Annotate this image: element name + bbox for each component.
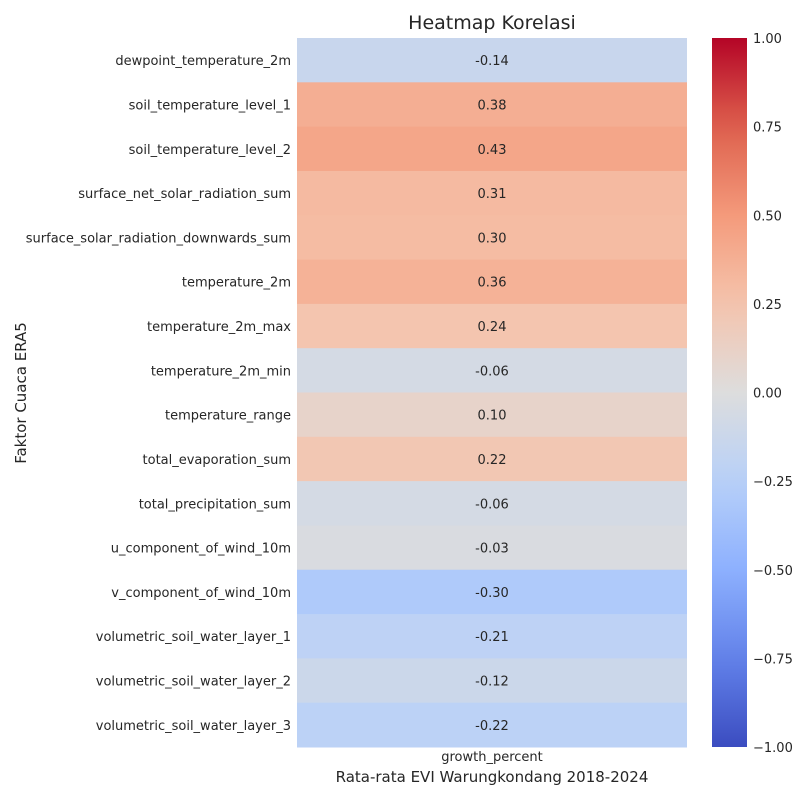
cell-value-label: 0.36 <box>478 276 507 291</box>
cell-value-label: 0.24 <box>478 320 507 335</box>
colorbar-tick-label: 0.25 <box>753 298 782 313</box>
colorbar-tick-label: −0.25 <box>753 475 793 490</box>
heatmap-cell-surface_solar_radiation_downwards_sum <box>297 215 687 261</box>
row-label: u_component_of_wind_10m <box>111 542 291 557</box>
colorbar <box>712 38 747 747</box>
heatmap-cell-soil_temperature_level_1 <box>297 82 687 128</box>
x-axis-label: Rata-rata EVI Warungkondang 2018-2024 <box>336 768 649 786</box>
row-label: temperature_2m <box>182 276 291 291</box>
heatmap-cell-volumetric_soil_water_layer_3 <box>297 702 687 748</box>
cell-value-label: 0.22 <box>478 453 507 468</box>
cell-value-label: 0.30 <box>478 231 507 246</box>
colorbar-tick-label: −1.00 <box>753 741 793 756</box>
cell-value-label: -0.21 <box>475 630 509 645</box>
colorbar-tick-label: −0.50 <box>753 564 793 579</box>
row-label: soil_temperature_level_2 <box>129 143 291 158</box>
cell-value-label: -0.03 <box>475 542 509 557</box>
row-label: soil_temperature_level_1 <box>129 98 291 113</box>
row-label: volumetric_soil_water_layer_3 <box>96 719 291 734</box>
row-label: v_component_of_wind_10m <box>111 586 291 601</box>
heatmap-cell-volumetric_soil_water_layer_2 <box>297 658 687 704</box>
colorbar-tick-label: −0.75 <box>753 652 793 667</box>
cell-value-label: 0.38 <box>478 98 507 113</box>
heatmap-cell-u_component_of_wind_10m <box>297 525 687 571</box>
row-label: temperature_range <box>165 409 291 424</box>
colorbar-tick-label: 0.75 <box>753 121 782 136</box>
cell-value-label: 0.31 <box>478 187 507 202</box>
row-label: volumetric_soil_water_layer_1 <box>96 630 291 645</box>
heatmap-cell-temperature_2m_min <box>297 348 687 393</box>
column-labels: growth_percent <box>441 750 543 765</box>
row-label: total_precipitation_sum <box>139 497 291 512</box>
heatmap-cell-dewpoint_temperature_2m <box>297 38 687 83</box>
row-labels: dewpoint_temperature_2m soil_temperature_… <box>26 54 292 734</box>
cell-value-label: -0.06 <box>475 497 509 512</box>
heatmap-cell-total_evaporation_sum <box>297 436 687 482</box>
row-label: surface_net_solar_radiation_sum <box>78 187 291 202</box>
heatmap-cell-surface_net_solar_radiation_sum <box>297 170 687 216</box>
cell-value-label: 0.10 <box>478 409 507 424</box>
heatmap-cells: -0.14 0.38 0.43 0.31 0.30 0.36 0.24 -0.06 0.10 0.… <box>297 38 687 748</box>
heatmap-cell-total_precipitation_sum <box>297 481 687 526</box>
row-label: surface_solar_radiation_downwards_sum <box>26 231 291 246</box>
column-label: growth_percent <box>441 750 543 765</box>
cell-value-label: -0.12 <box>475 675 509 690</box>
colorbar-tick-label: 0.00 <box>753 387 782 402</box>
colorbar-ticks: 1.00 0.75 0.50 0.25 0.00 −0.25 −0.50 −0.75 −1.00 <box>753 32 793 756</box>
heatmap-cell-temperature_2m <box>297 259 687 305</box>
heatmap-cell-temperature_2m_max <box>297 303 687 349</box>
row-label: dewpoint_temperature_2m <box>115 54 291 69</box>
colorbar-tick-label: 0.50 <box>753 209 782 224</box>
row-label: total_evaporation_sum <box>143 453 291 468</box>
chart-title: Heatmap Korelasi <box>408 12 576 34</box>
cell-value-label: 0.43 <box>478 143 507 158</box>
row-label: volumetric_soil_water_layer_2 <box>96 675 291 690</box>
y-axis-label: Faktor Cuaca ERA5 <box>12 322 30 464</box>
row-label: temperature_2m_min <box>151 364 291 379</box>
cell-value-label: -0.06 <box>475 364 509 379</box>
heatmap-cell-volumetric_soil_water_layer_1 <box>297 614 687 659</box>
colorbar-tick-label: 1.00 <box>753 32 782 47</box>
heatmap-cell-temperature_range <box>297 392 687 438</box>
row-label: temperature_2m_max <box>147 320 291 335</box>
cell-value-label: -0.30 <box>475 586 509 601</box>
heatmap-cell-soil_temperature_level_2 <box>297 126 687 172</box>
cell-value-label: -0.14 <box>475 54 509 69</box>
heatmap-cell-v_component_of_wind_10m <box>297 569 687 615</box>
cell-value-label: -0.22 <box>475 719 509 734</box>
